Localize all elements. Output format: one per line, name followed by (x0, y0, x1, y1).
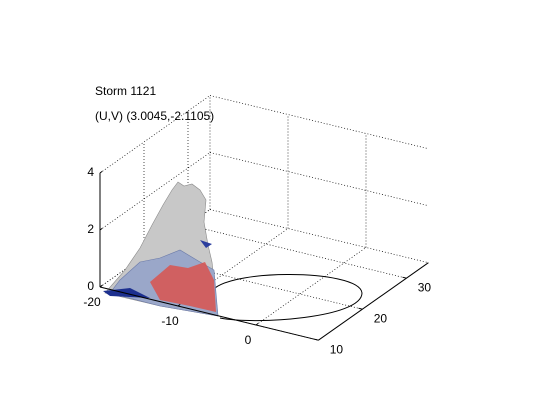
x-tick (177, 303, 181, 307)
y-tick (358, 307, 363, 310)
axis-layer: -20 -10 0 10 20 30 0 2 4 (83, 165, 431, 356)
z-tick (99, 227, 103, 231)
y-tick-label: 30 (418, 280, 432, 294)
z-tick (99, 284, 103, 288)
z-tick-label: 2 (87, 222, 94, 236)
surface-high (150, 262, 216, 312)
surface-edge (200, 240, 212, 248)
z-tick-label: 0 (87, 279, 94, 293)
y-tick-label: 20 (374, 311, 388, 325)
y-tick (314, 338, 319, 341)
track-ellipse (209, 274, 363, 322)
chart-title: Storm 1121 (95, 84, 156, 98)
x-tick-label: -10 (161, 314, 179, 328)
x-tick-label: 0 (245, 333, 252, 347)
z-tick-label: 4 (87, 165, 94, 179)
x-tick-label: -20 (83, 295, 101, 309)
z-tick (99, 170, 103, 174)
surface (103, 181, 219, 317)
y-axis (318, 262, 429, 341)
x-tick (255, 322, 259, 326)
y-tick (402, 276, 407, 279)
chart-subtitle: (U,V) (3.0045,-2.1105) (95, 109, 214, 123)
y-tick-label: 10 (330, 342, 344, 356)
x-axis (99, 286, 319, 341)
